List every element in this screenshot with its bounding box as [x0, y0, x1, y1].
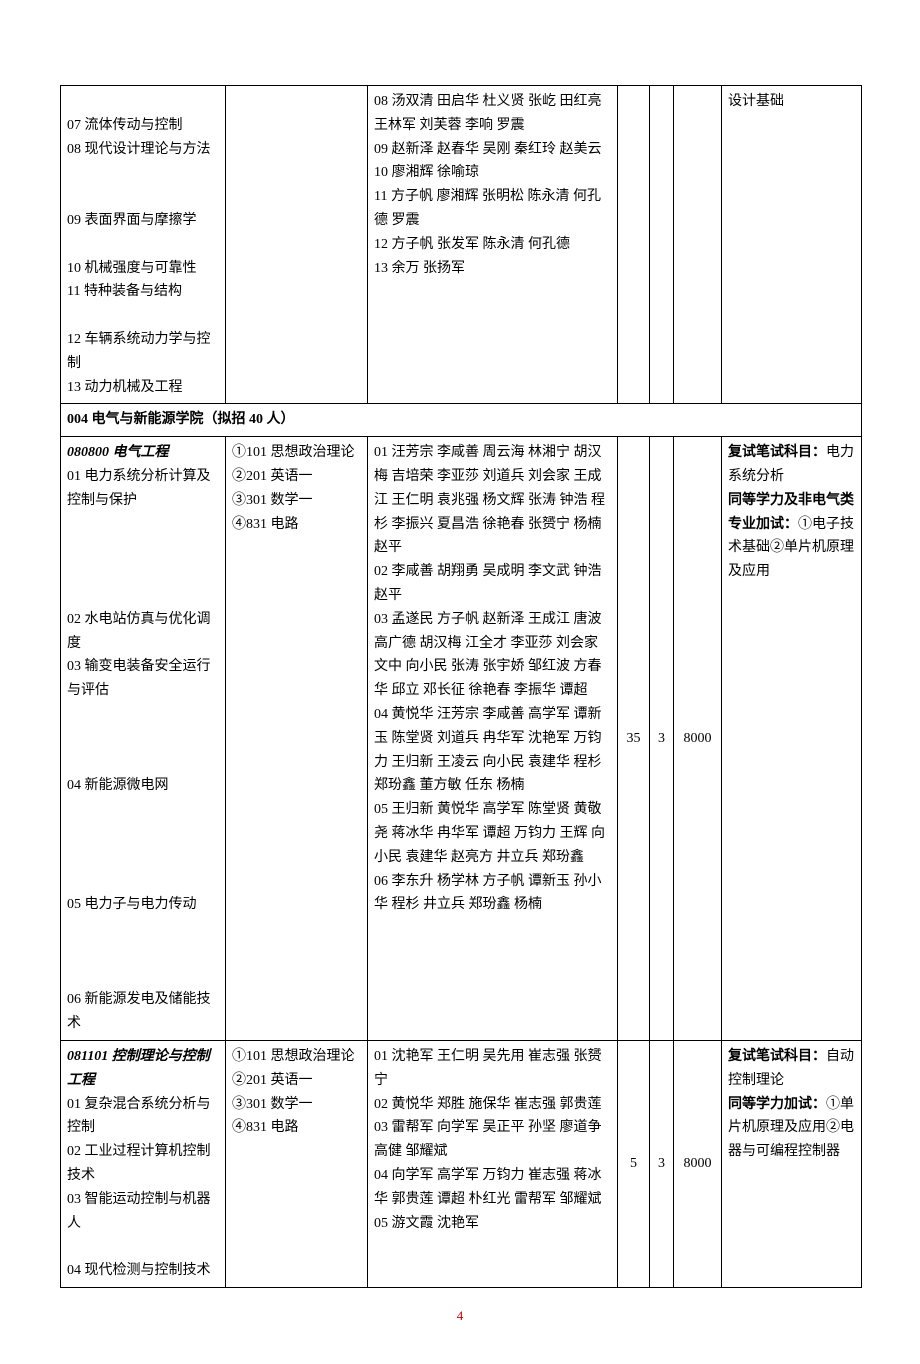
fee-cell: 8000 — [674, 1041, 722, 1288]
remark-cell: 复试笔试科目：电力系统分析 同等学力及非电气类专业加试：①电子技术基础②单片机原… — [722, 437, 862, 1041]
direction-cell: 081101 控制理论与控制工程 01 复杂混合系统分析与控制 02 工业过程计… — [61, 1041, 226, 1288]
fee-cell — [674, 86, 722, 404]
quota-cell — [618, 86, 650, 404]
direction-list: 01 电力系统分析计算及控制与保护 02 水电站仿真与优化调度 03 输变电装备… — [67, 469, 211, 1031]
table-row: 081101 控制理论与控制工程 01 复杂混合系统分析与控制 02 工业过程计… — [61, 1041, 862, 1288]
page-number: 4 — [60, 1308, 860, 1324]
table-row: 07 流体传动与控制 08 现代设计理论与方法 09 表面界面与摩擦学 10 机… — [61, 86, 862, 404]
remark-bold: 复试笔试科目： — [728, 1049, 826, 1064]
remark-bold: 同等学力加试： — [728, 1097, 826, 1112]
direction-cell: 07 流体传动与控制 08 现代设计理论与方法 09 表面界面与摩擦学 10 机… — [61, 86, 226, 404]
years-cell — [650, 86, 674, 404]
quota-cell: 35 — [618, 437, 650, 1041]
section-header: 004 电气与新能源学院（拟招 40 人） — [61, 404, 862, 437]
exam-cell — [226, 86, 368, 404]
major-code: 080800 电气工程 — [67, 445, 169, 460]
years-cell: 3 — [650, 437, 674, 1041]
exam-cell: ①101 思想政治理论 ②201 英语一 ③301 数学一 ④831 电路 — [226, 1041, 368, 1288]
advisor-cell: 01 沈艳军 王仁明 吴先用 崔志强 张赟宁 02 黄悦华 郑胜 施保华 崔志强… — [368, 1041, 618, 1288]
major-code: 081101 控制理论与控制工程 — [67, 1049, 210, 1088]
direction-list: 01 复杂混合系统分析与控制 02 工业过程计算机控制技术 03 智能运动控制与… — [67, 1097, 211, 1279]
remark-cell: 设计基础 — [722, 86, 862, 404]
remark-cell: 复试笔试科目：自动控制理论 同等学力加试：①单片机原理及应用②电器与可编程控制器 — [722, 1041, 862, 1288]
remark-bold: 复试笔试科目： — [728, 445, 826, 460]
section-header-row: 004 电气与新能源学院（拟招 40 人） — [61, 404, 862, 437]
advisor-cell: 01 汪芳宗 李咸善 周云海 林湘宁 胡汉梅 吉培荣 李亚莎 刘道兵 刘会家 王… — [368, 437, 618, 1041]
advisor-cell: 08 汤双清 田启华 杜义贤 张屹 田红亮 王林军 刘芙蓉 李响 罗震 09 赵… — [368, 86, 618, 404]
years-cell: 3 — [650, 1041, 674, 1288]
direction-cell: 080800 电气工程 01 电力系统分析计算及控制与保护 02 水电站仿真与优… — [61, 437, 226, 1041]
catalog-table: 07 流体传动与控制 08 现代设计理论与方法 09 表面界面与摩擦学 10 机… — [60, 85, 862, 1288]
exam-cell: ①101 思想政治理论 ②201 英语一 ③301 数学一 ④831 电路 — [226, 437, 368, 1041]
quota-cell: 5 — [618, 1041, 650, 1288]
fee-cell: 8000 — [674, 437, 722, 1041]
table-row: 080800 电气工程 01 电力系统分析计算及控制与保护 02 水电站仿真与优… — [61, 437, 862, 1041]
